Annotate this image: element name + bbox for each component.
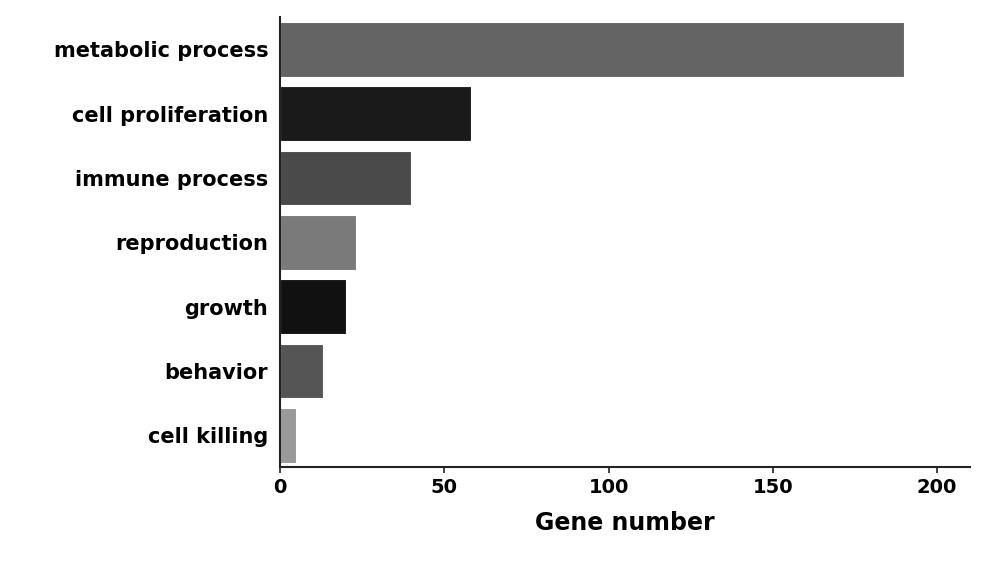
Bar bbox=[280, 408, 296, 463]
Bar bbox=[280, 22, 904, 76]
X-axis label: Gene number: Gene number bbox=[535, 511, 715, 535]
Bar bbox=[280, 279, 346, 334]
Bar bbox=[280, 86, 471, 141]
Bar bbox=[280, 344, 323, 398]
Bar bbox=[280, 150, 411, 205]
Bar bbox=[280, 215, 356, 270]
